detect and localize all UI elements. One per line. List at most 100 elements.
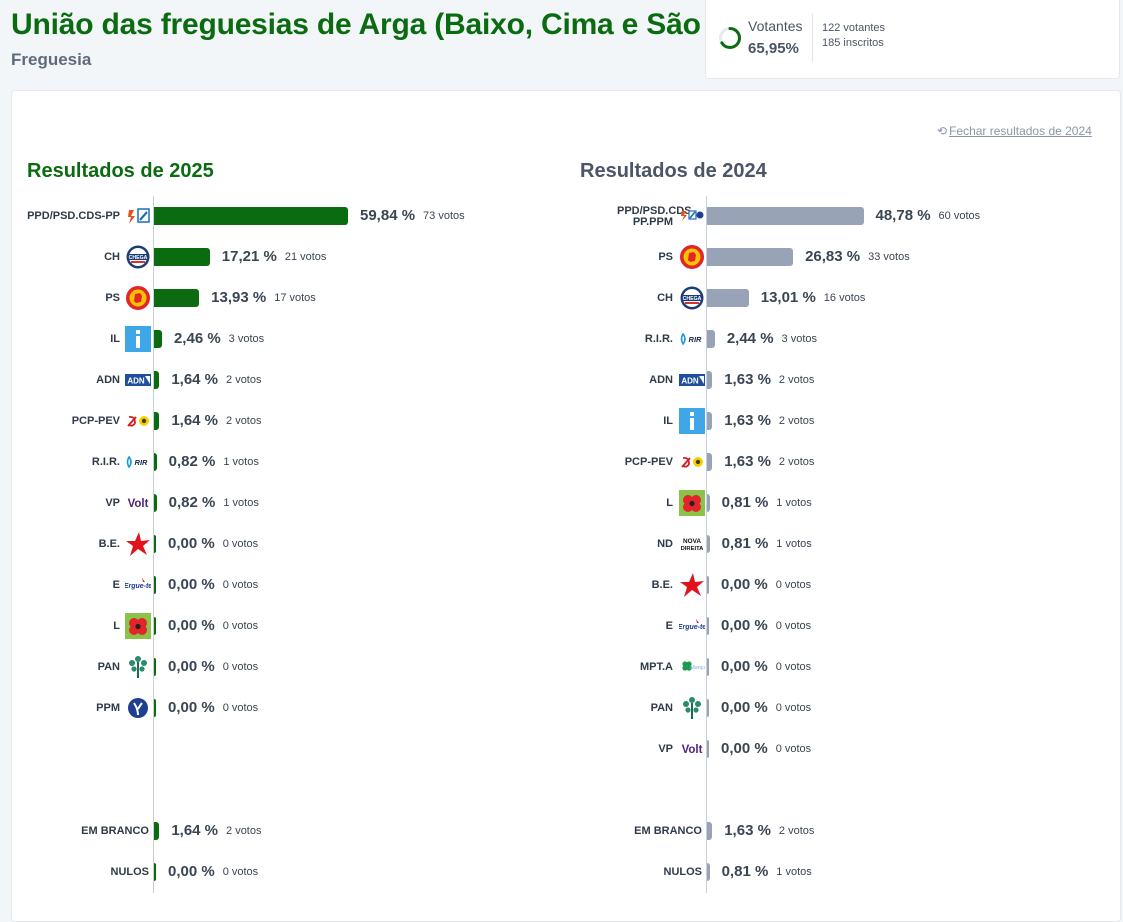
votes-ppd-psd-cds-pp: 73 votos xyxy=(423,210,465,222)
ergue-te-logo: Ergue-te xyxy=(678,613,706,639)
bar-adn xyxy=(154,371,160,389)
bar-b-e xyxy=(154,535,156,553)
party-label-adn: ADN xyxy=(96,374,120,386)
bar-e xyxy=(154,576,156,594)
votes-ppm: 0 votos xyxy=(222,702,259,714)
bar-il xyxy=(707,412,713,430)
svg-text:DIREITA: DIREITA xyxy=(681,546,705,552)
svg-text:RIR: RIR xyxy=(689,335,703,344)
percent-pan: 0,00 % xyxy=(721,699,768,716)
votes-em-branco: 2 votos xyxy=(226,825,262,837)
party-label-nulos: NULOS xyxy=(663,866,703,878)
results-2024-heading: Resultados de 2024 xyxy=(580,160,767,182)
votes-ps: 17 votos xyxy=(274,292,316,304)
votes-b-e: 0 votos xyxy=(775,579,812,591)
percent-em-branco: 1,64 % xyxy=(171,822,219,839)
results-2024-axis xyxy=(706,196,707,893)
chega-logo: CHEGA xyxy=(679,285,705,311)
bar-em-branco xyxy=(154,822,160,840)
percent-e: 0,00 % xyxy=(721,617,768,634)
party-label-il: IL xyxy=(110,333,120,345)
ergue-te-logo: Ergue-te xyxy=(124,572,152,598)
svg-text:aliança: aliança xyxy=(689,665,705,671)
votes-il: 3 votos xyxy=(228,333,265,345)
party-label-vp: VP xyxy=(658,743,673,755)
bar-pan xyxy=(707,699,709,717)
bar-nd xyxy=(707,535,710,553)
votes-vp: 0 votos xyxy=(775,743,812,755)
votes-mpt-a: 0 votos xyxy=(775,661,812,673)
percent-ps: 26,83 % xyxy=(805,248,861,265)
percent-pcp-pev: 1,64 % xyxy=(171,412,219,429)
percent-vp: 0,82 % xyxy=(168,494,216,511)
svg-text:Volt: Volt xyxy=(682,744,703,756)
bar-nulos xyxy=(154,863,156,881)
turnout-registered: 185 inscritos xyxy=(822,37,884,49)
nova-direita-logo: NOVA DIREITA xyxy=(679,531,705,557)
psd-cds-logo xyxy=(125,203,151,229)
party-label-il: IL xyxy=(663,415,673,427)
livre-poppy-logo xyxy=(125,613,151,639)
volt-logo: Volt xyxy=(125,490,151,516)
cdu-logo xyxy=(679,449,705,475)
il-logo xyxy=(679,408,705,434)
ad-logo xyxy=(679,203,705,229)
svg-text:CHEGA: CHEGA xyxy=(683,296,702,302)
bar-ps xyxy=(154,289,200,307)
percent-adn: 1,64 % xyxy=(171,371,219,388)
bar-pcp-pev xyxy=(154,412,160,430)
percent-pan: 0,00 % xyxy=(168,658,215,675)
percent-pcp-pev: 1,63 % xyxy=(724,453,771,470)
bar-mpt-a xyxy=(707,658,709,676)
results-2025-heading: Resultados de 2025 xyxy=(27,160,214,182)
bar-l xyxy=(154,617,156,635)
volt-logo: Volt xyxy=(679,736,705,762)
percent-ppm: 0,00 % xyxy=(168,699,215,716)
close-2024-results-link[interactable]: ⟲ Fechar resultados de 2024 xyxy=(937,124,1092,138)
svg-text:Volt: Volt xyxy=(128,498,149,510)
votes-r-i-r: 1 votos xyxy=(223,456,259,468)
pan-tree-logo xyxy=(125,654,151,680)
bar-ppd-psd-cds-pp-ppm xyxy=(707,207,864,225)
il-logo xyxy=(125,326,151,352)
percent-e: 0,00 % xyxy=(168,576,215,593)
party-label-mpt-a: MPT.A xyxy=(640,661,673,673)
bar-vp xyxy=(154,494,157,512)
votes-e: 0 votos xyxy=(222,579,259,591)
turnout-voters: 122 votantes xyxy=(822,22,885,34)
percent-ch: 17,21 % xyxy=(221,248,277,265)
percent-mpt-a: 0,00 % xyxy=(721,658,768,675)
party-label-ch: CH xyxy=(657,292,673,304)
votes-ps: 33 votos xyxy=(868,251,910,263)
votes-vp: 1 votos xyxy=(223,497,259,509)
results-panel xyxy=(11,90,1121,922)
party-label-ch: CH xyxy=(104,251,120,263)
rir-logo: RIR xyxy=(125,449,151,475)
party-label-adn: ADN xyxy=(649,374,673,386)
percent-ppd-psd-cds-pp: 59,84 % xyxy=(360,207,416,224)
percent-r-i-r: 0,82 % xyxy=(168,453,216,470)
turnout-card: Votantes 65,95% 122 votantes 185 inscrit… xyxy=(705,0,1120,79)
party-label-pcp-pev: PCP-PEV xyxy=(624,456,673,468)
votes-nulos: 0 votos xyxy=(222,866,259,878)
bar-em-branco xyxy=(707,822,713,840)
party-label-ps: PS xyxy=(658,251,673,263)
bar-r-i-r xyxy=(707,330,715,348)
livre-poppy-logo xyxy=(679,490,705,516)
percent-vp: 0,00 % xyxy=(721,740,768,757)
votes-em-branco: 2 votos xyxy=(778,825,815,837)
percent-l: 0,81 % xyxy=(721,494,769,511)
percent-il: 1,63 % xyxy=(724,412,771,429)
percent-nulos: 0,81 % xyxy=(721,863,769,880)
votes-ppd-psd-cds-pp-ppm: 60 votos xyxy=(938,210,981,222)
bar-vp xyxy=(707,740,709,758)
turnout-label: Votantes xyxy=(748,18,803,34)
percent-b-e: 0,00 % xyxy=(168,535,215,552)
svg-text:CHEGA: CHEGA xyxy=(129,255,148,261)
votes-l: 1 votos xyxy=(776,497,812,509)
bar-r-i-r xyxy=(154,453,157,471)
percent-nd: 0,81 % xyxy=(721,535,769,552)
turnout-percent: 65,95% xyxy=(748,40,799,57)
party-label-l: L xyxy=(666,497,673,509)
close-2024-results-label: Fechar resultados de 2024 xyxy=(949,124,1092,138)
